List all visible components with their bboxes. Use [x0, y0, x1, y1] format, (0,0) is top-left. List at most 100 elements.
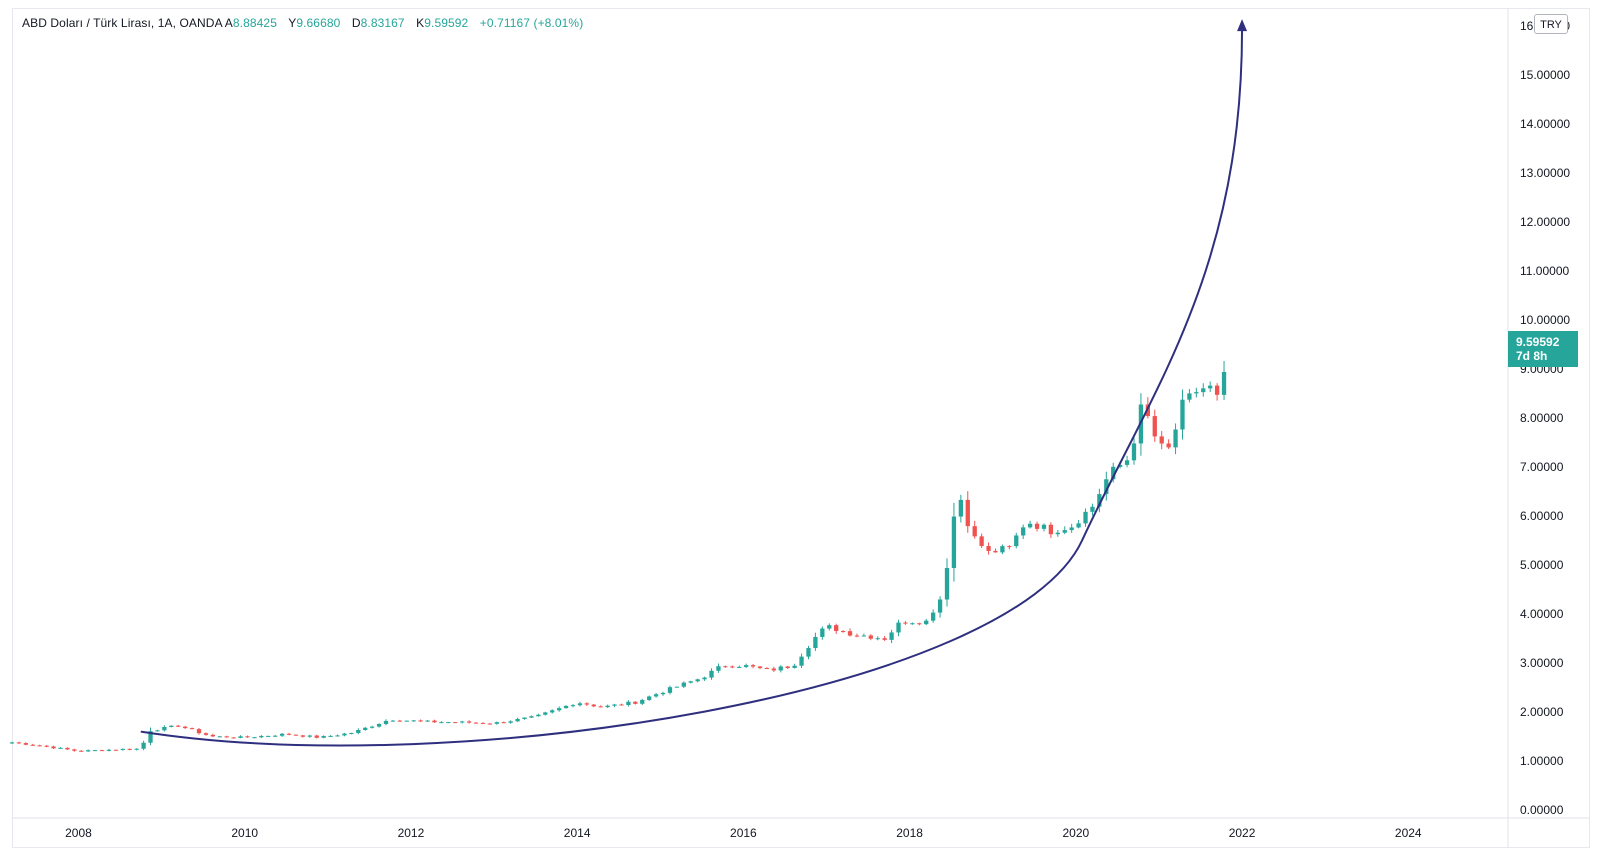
axes: 0.00000 1.00000 2.00000 3.00000 4.00000 5.000… [12, 8, 1590, 848]
candle-body [383, 720, 389, 724]
y-tick-label: 12.00000 [1520, 215, 1570, 229]
candle-body [1090, 506, 1095, 512]
candle-body [155, 730, 160, 732]
bar-countdown: 7d 8h [1516, 349, 1548, 363]
y-tick-label: 14.00000 [1520, 117, 1570, 131]
candle-body [570, 705, 576, 707]
candle-body [536, 714, 541, 717]
candle-body [875, 638, 880, 640]
x-tick-label: 2016 [730, 826, 757, 840]
currency-button[interactable]: TRY [1534, 14, 1568, 34]
candle-body [674, 686, 680, 688]
candle-body [792, 665, 797, 668]
candle-body [584, 703, 589, 705]
last-price-label: 9.59592 7d 8h [1508, 331, 1578, 367]
candle-body [951, 516, 957, 569]
candle-body [1097, 494, 1102, 507]
x-tick-label: 2012 [398, 826, 425, 840]
candle-body [515, 718, 520, 722]
candle-body [633, 701, 638, 704]
candle-body [1034, 523, 1040, 529]
candle-body [591, 704, 596, 707]
y-tick-label: 8.00000 [1520, 411, 1564, 425]
x-tick-label: 2024 [1395, 826, 1422, 840]
low-value: 8.83167 [360, 16, 405, 30]
candle-body [972, 526, 977, 537]
candle-body [1083, 511, 1088, 524]
candle-body [487, 723, 493, 725]
candle-body [1152, 416, 1157, 437]
candle-body [418, 720, 423, 722]
candle-body [563, 705, 569, 709]
candle-body [72, 749, 77, 751]
candle-body [286, 733, 292, 735]
last-price-value: 9.59592 [1516, 335, 1560, 349]
candle-body [1055, 532, 1060, 535]
candle-body [432, 720, 437, 723]
symbol-title[interactable]: ABD Doları / Türk Lirası, 1A, OANDA [22, 16, 223, 30]
candle-body [917, 623, 922, 625]
candle-body [466, 721, 472, 723]
candle-body [189, 728, 195, 730]
candle-body [785, 666, 790, 668]
candle-body [273, 735, 278, 737]
candle-body [460, 721, 465, 723]
candle-body [1214, 385, 1220, 395]
y-tick-label: 13.00000 [1520, 166, 1570, 180]
x-tick-label: 2022 [1229, 826, 1256, 840]
candle-body [1007, 546, 1012, 548]
candle-body [723, 666, 728, 668]
candle-body [847, 631, 853, 636]
candle-body [1027, 523, 1033, 528]
close-label: K [416, 16, 425, 30]
x-tick-label: 2018 [896, 826, 923, 840]
candle-body [993, 550, 998, 553]
candle-body [176, 725, 181, 727]
candle-body [924, 620, 929, 625]
candle-body [238, 736, 243, 738]
x-tick-label: 2014 [564, 826, 591, 840]
candle-body [120, 748, 125, 750]
candle-body [92, 750, 98, 752]
candle-body [106, 749, 112, 751]
candle-body [293, 734, 299, 736]
chart-frame [12, 8, 1590, 848]
candle-body [58, 747, 63, 749]
high-value: 9.66680 [296, 16, 341, 30]
candle-body [771, 668, 776, 671]
open-label: A [224, 16, 233, 30]
candle-body [986, 545, 991, 551]
candle-body [931, 612, 936, 621]
candle-body [376, 723, 382, 727]
candle-body [425, 720, 430, 722]
candle-body [203, 733, 209, 735]
candle-body [113, 749, 119, 751]
candle-body [1021, 527, 1026, 536]
open-value: 8.88425 [232, 16, 277, 30]
candle-body [508, 721, 513, 723]
candle-body [1187, 393, 1192, 400]
y-tick-label: 2.00000 [1520, 705, 1564, 719]
candle-body [1048, 524, 1054, 535]
candle-body [688, 681, 693, 683]
change-value: +0.71167 (+8.01%) [479, 16, 584, 30]
candle-body [605, 705, 610, 708]
candle-body [141, 742, 146, 749]
candle-body [764, 668, 770, 670]
candle-body [903, 622, 908, 624]
candle-body [882, 638, 887, 640]
candle-body [896, 622, 901, 633]
candle-body [279, 733, 285, 736]
candle-body [647, 696, 652, 700]
y-tick-label: 10.00000 [1520, 313, 1570, 327]
y-tick-label: 4.00000 [1520, 607, 1564, 621]
candle-body [1000, 546, 1005, 553]
candles [9, 361, 1227, 752]
y-tick-label: 11.00000 [1520, 264, 1569, 278]
candle-body [861, 635, 867, 637]
y-tick-label: 7.00000 [1520, 460, 1564, 474]
candle-body [550, 710, 555, 713]
candle-body [390, 720, 396, 722]
candle-body [1076, 523, 1081, 528]
